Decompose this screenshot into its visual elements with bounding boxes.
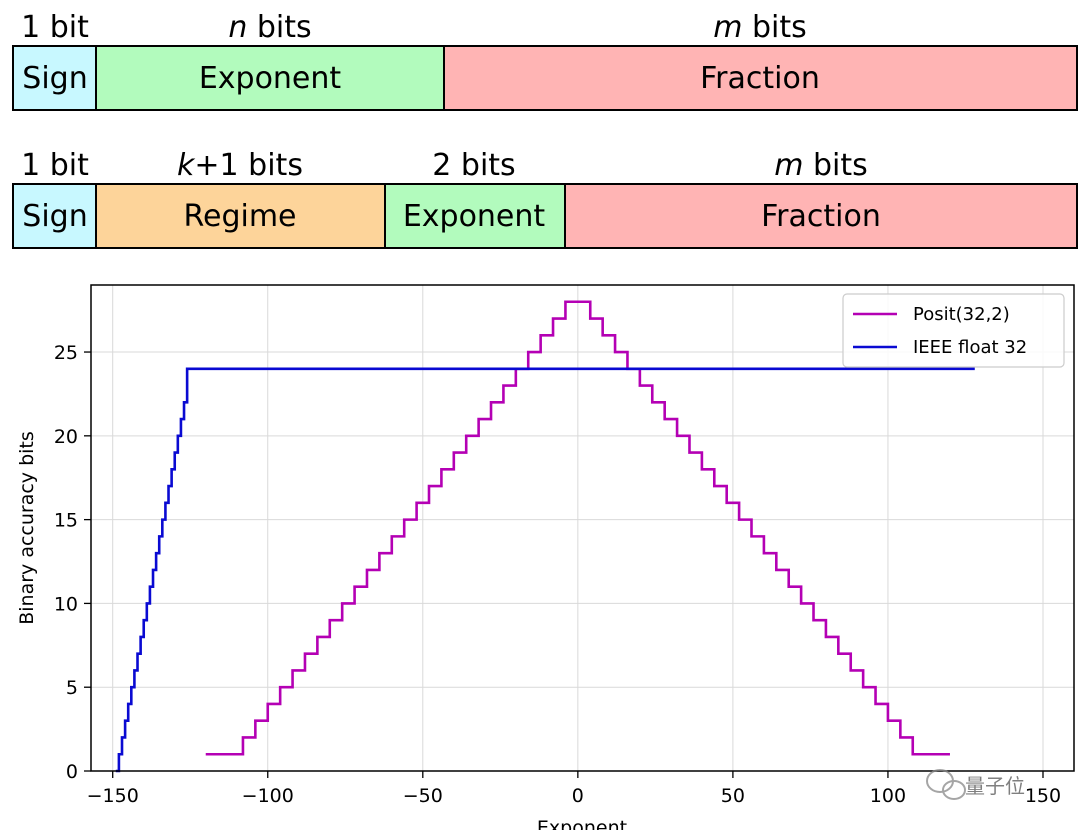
y-tick-label: 5 — [66, 677, 78, 699]
x-tick-label: 150 — [1025, 785, 1061, 807]
watermark-text: 量子位 — [965, 774, 1025, 798]
ieee-layout: 1 bit n bits m bits Sign Exponent Fracti… — [12, 10, 1078, 111]
y-tick-label: 25 — [54, 342, 78, 364]
ieee-fraction-label: Fraction — [700, 61, 820, 96]
posit-fraction-label: Fraction — [761, 199, 881, 234]
posit-exponent-label: Exponent — [403, 199, 546, 234]
posit-series-line — [205, 300, 950, 756]
series-lines — [115, 300, 975, 773]
x-tick-label: 50 — [721, 785, 745, 807]
posit-sign-field — [12, 183, 97, 249]
y-tick-label: 15 — [54, 510, 78, 532]
accuracy-chart: −150 −100 −50 0 50 100 150 0 5 10 15 20 25 Binary ac… — [16, 284, 1075, 830]
ieee-exponent-label: Exponent — [199, 61, 342, 96]
ieee-fraction-bits: m bits — [713, 10, 807, 45]
x-axis-label: Exponent — [537, 817, 627, 830]
ieee-fraction-field — [443, 45, 1078, 111]
posit-fraction-bits: m bits — [774, 148, 868, 183]
ieee-exponent-bits: n bits — [228, 10, 311, 45]
ieee-sign-label: Sign — [22, 61, 87, 96]
watermark: 量子位 — [926, 769, 1025, 800]
legend-box — [842, 293, 1065, 368]
posit-regime-label: Regime — [183, 199, 296, 234]
y-axis-label: Binary accuracy bits — [16, 431, 38, 625]
y-tick-label: 20 — [54, 426, 78, 448]
x-tick-label: −50 — [403, 785, 443, 807]
legend-label-posit: Posit(32,2) — [913, 304, 1010, 325]
posit-layout: 1 bit k+1 bits 2 bits m bits Sign Regime… — [12, 148, 1078, 249]
ieee-series-line — [115, 367, 975, 773]
legend-label-ieee: IEEE float 32 — [913, 337, 1027, 358]
posit-exponent-field — [384, 183, 566, 249]
x-tick-label: 0 — [572, 785, 584, 807]
ieee-sign-field — [12, 45, 97, 111]
x-tick-label: 100 — [870, 785, 906, 807]
x-tick-label: −100 — [242, 785, 294, 807]
y-tick-label: 0 — [66, 761, 78, 783]
posit-fraction-field — [564, 183, 1078, 249]
x-tick-label: −150 — [87, 785, 139, 807]
posit-regime-bits: k+1 bits — [177, 148, 303, 183]
legend: Posit(32,2) IEEE float 32 — [842, 293, 1065, 368]
ieee-sign-bits: 1 bit — [21, 10, 89, 45]
y-tick-label: 10 — [54, 593, 78, 615]
posit-sign-bits: 1 bit — [21, 148, 89, 183]
posit-sign-label: Sign — [22, 199, 87, 234]
axis-ticks: −150 −100 −50 0 50 100 150 0 5 10 15 20 25 — [54, 342, 1061, 807]
plot-frame — [90, 284, 1075, 772]
posit-exponent-bits: 2 bits — [432, 148, 515, 183]
wechat-icon — [926, 769, 966, 800]
